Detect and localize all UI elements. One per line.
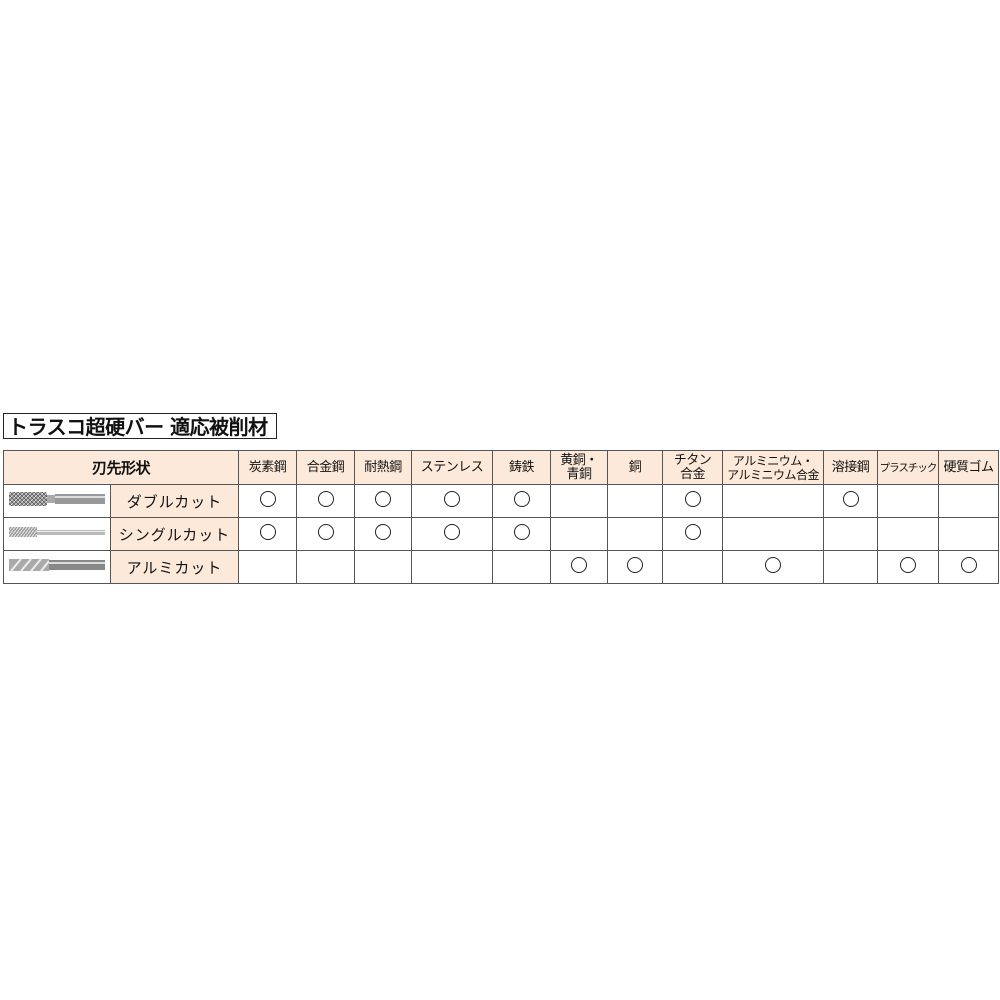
- double-cut-burr-image: [3, 484, 111, 518]
- table-row: アルミカット: [3, 550, 1000, 584]
- compatibility-cell: [238, 550, 298, 584]
- material-compatibility-table: 刃先形状 炭素鋼 合金鋼 耐熱鋼 ステンレス 鋳鉄 黄銅・ 青銅銅チタン 合金 アルミニウム…: [2, 450, 1000, 584]
- circle-mark-icon: [627, 557, 644, 573]
- header-material: アルミニウム・ アルミニウム合金: [722, 450, 825, 485]
- circle-mark-icon: [513, 491, 530, 507]
- compatibility-cell: [550, 550, 609, 584]
- header-material: 黄銅・ 青銅: [550, 450, 609, 485]
- header-material: プラスチック: [877, 450, 940, 485]
- compatibility-cell: [877, 484, 940, 518]
- circle-mark-icon: [317, 524, 334, 540]
- header-shape: 刃先形状: [2, 450, 240, 485]
- circle-mark-icon: [900, 557, 917, 573]
- compatibility-cell: [238, 484, 298, 518]
- circle-mark-icon: [571, 557, 588, 573]
- header-material: 炭素鋼: [238, 450, 298, 485]
- compatibility-cell: [296, 484, 356, 518]
- circle-mark-icon: [444, 524, 461, 540]
- table-row: シングルカット: [3, 517, 1000, 551]
- header-material: 合金鋼: [296, 450, 356, 485]
- circle-mark-icon: [684, 491, 701, 507]
- compatibility-cell: [877, 517, 940, 551]
- compatibility-cell: [823, 484, 879, 518]
- compatibility-cell: [607, 517, 664, 551]
- aluminum-cut-burr-image: [3, 550, 111, 584]
- header-material: チタン 合金: [662, 450, 724, 485]
- row-label: シングルカット: [109, 517, 240, 551]
- compatibility-cell: [296, 517, 356, 551]
- compatibility-cell: [296, 550, 356, 584]
- compatibility-cell: [550, 484, 609, 518]
- compatibility-cell: [411, 550, 494, 584]
- compatibility-cell: [938, 517, 1000, 551]
- header-material: 硬質ゴム: [938, 450, 1000, 485]
- compatibility-cell: [823, 550, 879, 584]
- header-material: 耐熱鋼: [354, 450, 413, 485]
- single-cut-burr-image: [3, 517, 111, 551]
- compatibility-cell: [722, 550, 825, 584]
- circle-mark-icon: [375, 524, 392, 540]
- compatibility-cell: [722, 517, 825, 551]
- circle-mark-icon: [513, 524, 530, 540]
- header-material: 溶接鋼: [823, 450, 879, 485]
- circle-mark-icon: [375, 491, 392, 507]
- header-material: 鋳鉄: [492, 450, 552, 485]
- compatibility-cell: [662, 517, 724, 551]
- circle-mark-icon: [259, 524, 276, 540]
- table-row: ダブルカット: [3, 484, 1000, 518]
- compatibility-cell: [607, 550, 664, 584]
- circle-mark-icon: [960, 557, 977, 573]
- compatibility-cell: [411, 484, 494, 518]
- compatibility-cell: [662, 484, 724, 518]
- compatibility-cell: [877, 550, 940, 584]
- circle-mark-icon: [259, 491, 276, 507]
- compatibility-cell: [492, 484, 552, 518]
- compatibility-cell: [354, 484, 413, 518]
- row-label: ダブルカット: [109, 484, 240, 518]
- header-material: 銅: [607, 450, 664, 485]
- compatibility-cell: [492, 550, 552, 584]
- compatibility-cell: [662, 550, 724, 584]
- circle-mark-icon: [317, 491, 334, 507]
- compatibility-cell: [492, 517, 552, 551]
- compatibility-cell: [354, 550, 413, 584]
- row-label: アルミカット: [109, 550, 240, 584]
- compatibility-cell: [823, 517, 879, 551]
- compatibility-cell: [722, 484, 825, 518]
- compatibility-cell: [550, 517, 609, 551]
- compatibility-cell: [938, 484, 1000, 518]
- header-material: ステンレス: [411, 450, 494, 485]
- compatibility-cell: [607, 484, 664, 518]
- page-title: トラスコ超硬バー 適応被削材: [3, 413, 277, 439]
- compatibility-cell: [238, 517, 298, 551]
- compatibility-cell: [354, 517, 413, 551]
- circle-mark-icon: [842, 491, 859, 507]
- circle-mark-icon: [765, 557, 782, 573]
- circle-mark-icon: [444, 491, 461, 507]
- circle-mark-icon: [684, 524, 701, 540]
- compatibility-cell: [938, 550, 1000, 584]
- compatibility-cell: [411, 517, 494, 551]
